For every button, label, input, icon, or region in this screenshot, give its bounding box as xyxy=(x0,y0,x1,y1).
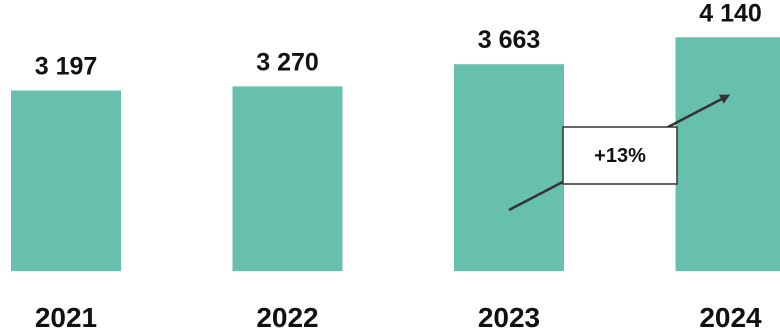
category-label-2023: 2023 xyxy=(478,302,540,333)
growth-label: +13% xyxy=(594,145,646,167)
category-labels-layer: 2021 2022 2023 2024 xyxy=(35,302,762,333)
value-labels-layer: 3 197 3 270 3 663 4 140 xyxy=(35,0,762,81)
bar-2024 xyxy=(675,37,780,272)
bar-2023 xyxy=(454,64,564,272)
bar-value-label-2022: 3 270 xyxy=(256,48,319,76)
bar-2021 xyxy=(11,90,121,271)
bar-value-label-2021: 3 197 xyxy=(35,53,98,81)
bars-layer xyxy=(11,37,780,272)
bar-2022 xyxy=(232,86,343,271)
category-label-2024: 2024 xyxy=(699,302,762,333)
bar-value-label-2024: 4 140 xyxy=(699,0,762,27)
growth-box xyxy=(562,126,678,185)
growth-annotation: +13% xyxy=(508,94,731,212)
category-label-2021: 2021 xyxy=(35,302,97,333)
bar-value-label-2023: 3 663 xyxy=(478,26,541,54)
category-label-2022: 2022 xyxy=(256,302,318,333)
